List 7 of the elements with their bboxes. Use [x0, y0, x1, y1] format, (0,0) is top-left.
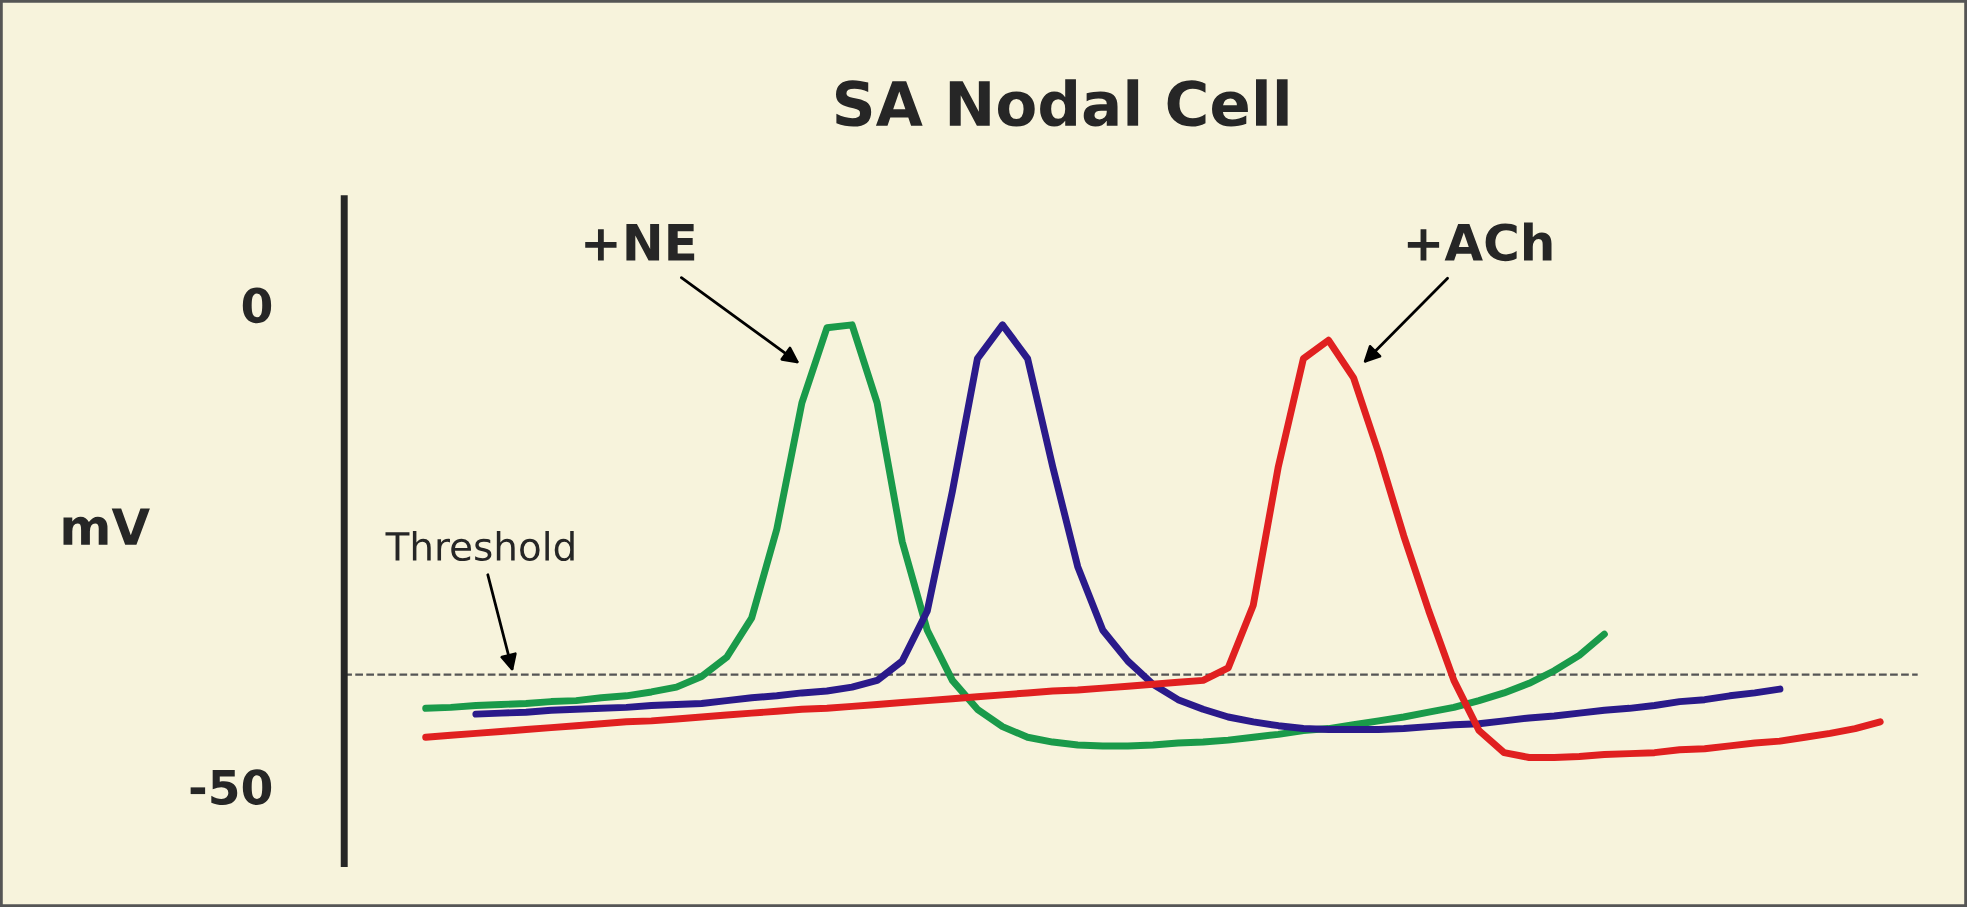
y-tick-label: -50 — [190, 769, 272, 805]
y-axis-title: mV — [63, 508, 150, 545]
annotation: +ACh — [1407, 222, 1552, 262]
y-tick-label: 0 — [242, 287, 272, 324]
ref-line-label: Threshold — [385, 530, 574, 562]
annotation: +NE — [585, 224, 695, 261]
chart-title: SA Nodal Cell — [836, 79, 1288, 127]
